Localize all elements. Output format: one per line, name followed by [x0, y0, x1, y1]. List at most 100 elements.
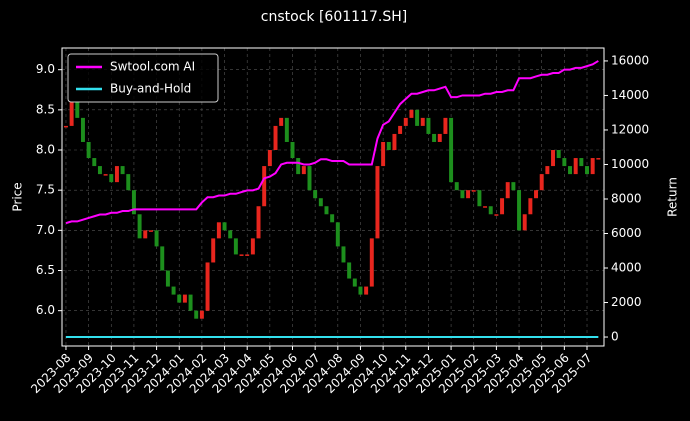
y-tick-label: 8.0	[36, 143, 55, 157]
y-axis-label: Price	[11, 182, 25, 211]
candle	[290, 141, 295, 159]
candle	[114, 166, 119, 183]
candle	[86, 141, 91, 159]
candle	[239, 254, 244, 256]
y-tick-label: 7.5	[36, 183, 55, 197]
candle	[273, 125, 278, 151]
candle	[415, 109, 420, 126]
candle	[63, 125, 68, 128]
candle	[188, 294, 193, 311]
plot	[63, 60, 601, 339]
candle	[364, 286, 369, 295]
candle	[454, 182, 459, 191]
candle	[109, 174, 114, 183]
candle	[92, 158, 97, 167]
candle	[460, 190, 465, 199]
candle	[505, 182, 510, 199]
candle	[562, 158, 567, 167]
candle	[466, 190, 471, 199]
candle	[233, 238, 238, 255]
candle	[307, 166, 312, 191]
plot-frame	[61, 47, 605, 347]
candle	[131, 190, 136, 215]
candle	[551, 150, 556, 167]
candle	[432, 133, 437, 142]
y-tick-label: 7.0	[36, 223, 55, 237]
candle	[579, 158, 584, 167]
legend-box	[67, 53, 219, 103]
y-tick-label: 9.0	[36, 62, 55, 76]
y2-tick-label: 8000	[611, 191, 642, 205]
candle	[284, 117, 289, 142]
candle	[182, 294, 187, 303]
y2-tick-label: 16000	[611, 53, 649, 67]
candle	[296, 158, 301, 175]
candle	[369, 238, 374, 287]
candle	[375, 166, 380, 239]
candle	[341, 246, 346, 263]
candle	[590, 158, 595, 175]
candle	[69, 101, 74, 126]
candle	[97, 166, 102, 175]
candle	[216, 222, 221, 239]
candle	[347, 262, 352, 279]
candle	[381, 141, 386, 167]
candle	[352, 278, 357, 287]
y2-axis-label: Return	[666, 177, 680, 217]
y2-tick-label: 4000	[611, 261, 642, 275]
candle	[262, 166, 267, 207]
candle	[528, 198, 533, 215]
candle	[103, 174, 108, 176]
candle	[318, 198, 323, 207]
legend-label: Swtool.com AI	[110, 60, 195, 74]
candle	[75, 101, 80, 118]
candle	[585, 166, 589, 175]
candle	[126, 174, 131, 191]
candle	[522, 214, 527, 231]
candle	[573, 158, 578, 175]
y2-tick-label: 12000	[611, 122, 649, 136]
candle	[556, 150, 561, 159]
candle	[426, 117, 431, 134]
candle	[511, 182, 516, 191]
y2-tick-label: 14000	[611, 88, 649, 102]
candle	[568, 166, 573, 175]
candle	[250, 238, 255, 255]
candle	[437, 133, 442, 142]
candle	[358, 286, 363, 295]
candle	[398, 125, 403, 134]
candle	[267, 150, 272, 167]
y2-tick-label: 0	[611, 330, 619, 344]
return-line	[65, 60, 599, 225]
candle	[160, 246, 165, 271]
candle	[392, 133, 397, 151]
candle	[483, 206, 488, 208]
y-tick-label: 6.0	[36, 303, 55, 317]
candle	[488, 206, 493, 215]
candle	[165, 270, 170, 287]
candle	[471, 190, 476, 192]
candle	[335, 222, 340, 247]
candle	[443, 117, 448, 134]
candle	[177, 294, 182, 303]
candle	[148, 230, 153, 232]
candle	[143, 230, 148, 239]
candle	[324, 206, 329, 215]
candle	[211, 238, 216, 263]
y2-tick-label: 10000	[611, 157, 649, 171]
candle	[409, 109, 414, 118]
candle	[330, 214, 335, 223]
candle	[500, 198, 505, 215]
candle	[199, 310, 204, 319]
candle	[403, 117, 408, 126]
candle	[539, 174, 544, 191]
candle	[517, 190, 522, 231]
candle	[301, 166, 306, 175]
candle	[245, 254, 250, 256]
candle	[80, 117, 85, 142]
candle	[205, 262, 210, 311]
candle	[154, 230, 159, 247]
candle	[596, 158, 601, 160]
candle	[477, 190, 482, 207]
